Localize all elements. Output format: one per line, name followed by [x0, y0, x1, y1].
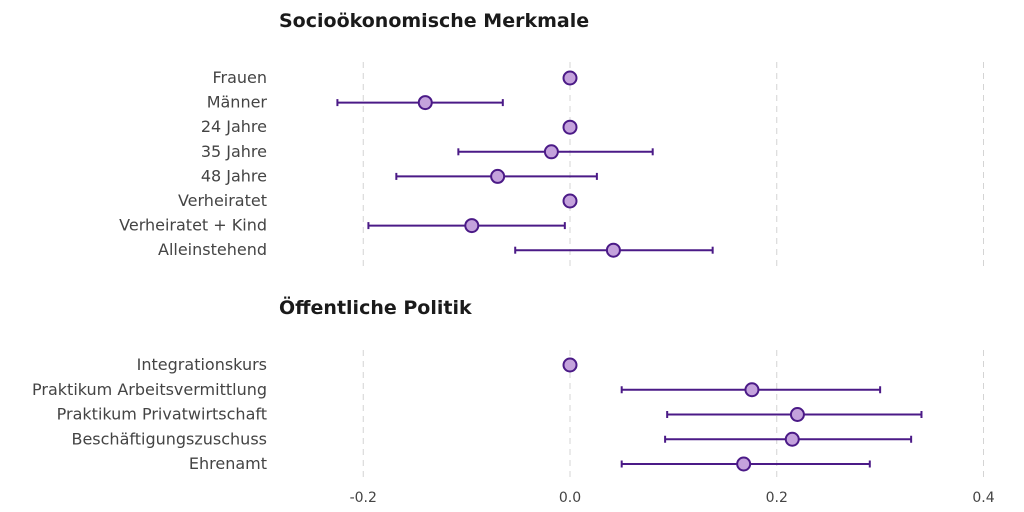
label-layer: -0.2 0.0 0.2 0.4 Socioökonomische Merkmale Fr…: [32, 10, 995, 506]
category-label: Praktikum Privatwirtschaft: [57, 405, 267, 424]
estimate-point: [464, 218, 480, 234]
x-tick-label: 0.4: [972, 490, 994, 506]
estimate-point: [744, 382, 760, 398]
category-label: Beschäftigungszuschuss: [71, 429, 267, 448]
estimate-point: [605, 242, 621, 258]
x-tick-label: 0.2: [766, 490, 788, 506]
mark-layer: [336, 70, 923, 472]
estimate-point: [543, 144, 559, 160]
category-label: Frauen: [212, 68, 267, 87]
category-label: Ehrenamt: [189, 454, 267, 473]
estimate-point: [562, 119, 578, 135]
panel-title: Socioökonomische Merkmale: [279, 10, 589, 32]
category-label: Integrationskurs: [137, 355, 267, 374]
panel-title: Öffentliche Politik: [279, 295, 472, 319]
estimate-point: [562, 357, 578, 373]
estimate-point: [562, 70, 578, 86]
category-label: Alleinstehend: [158, 240, 267, 259]
category-label: 35 Jahre: [201, 142, 267, 161]
estimate-point: [789, 407, 805, 422]
category-label: Verheiratet: [178, 191, 267, 210]
estimate-point: [784, 431, 800, 447]
estimate-point: [417, 95, 433, 111]
x-tick-label: 0.0: [559, 490, 581, 506]
estimate-point: [736, 456, 752, 472]
category-label: Verheiratet + Kind: [119, 216, 267, 235]
x-tick-label: -0.2: [350, 490, 377, 506]
estimate-point: [490, 168, 506, 184]
category-label: Männer: [207, 93, 268, 112]
category-label: Praktikum Arbeitsvermittlung: [32, 380, 267, 399]
category-label: 24 Jahre: [201, 117, 267, 136]
estimate-point: [562, 193, 578, 209]
category-label: 48 Jahre: [201, 166, 267, 185]
grid-layer: [362, 62, 984, 478]
